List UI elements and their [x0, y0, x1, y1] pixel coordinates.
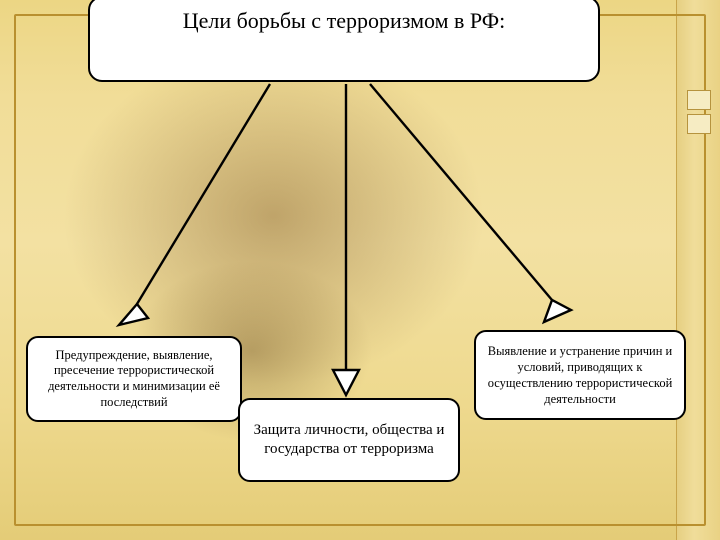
child-box-right: Выявление и устранение причин и условий,…	[474, 330, 686, 420]
pager-up-button[interactable]	[687, 90, 711, 110]
child-box-left: Предупреждение, выявление, пресечение те…	[26, 336, 242, 422]
child-text-left: Предупреждение, выявление, пресечение те…	[38, 348, 230, 411]
child-box-center: Защита личности, общества и государства …	[238, 398, 460, 482]
title-text: Цели борьбы с терроризмом в РФ:	[183, 8, 506, 34]
pager-control	[687, 90, 711, 134]
right-strip	[676, 0, 720, 540]
title-box: Цели борьбы с терроризмом в РФ:	[88, 0, 600, 82]
child-text-center: Защита личности, общества и государства …	[250, 421, 448, 460]
pager-down-button[interactable]	[687, 114, 711, 134]
child-text-right: Выявление и устранение причин и условий,…	[486, 343, 674, 408]
